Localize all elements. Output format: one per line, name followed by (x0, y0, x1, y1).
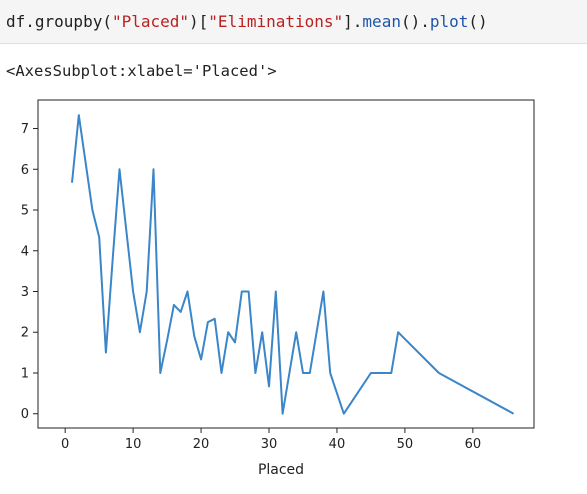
y-tick-label: 7 (21, 122, 29, 137)
y-tick-label: 0 (21, 407, 29, 422)
x-tick-label: 60 (465, 437, 482, 452)
x-tick-label: 50 (397, 437, 414, 452)
y-tick-label: 5 (21, 204, 29, 219)
code-token: mean (362, 12, 401, 31)
code-token: "Eliminations" (208, 12, 344, 31)
x-tick-label: 0 (61, 437, 69, 452)
x-tick-label: 20 (193, 437, 210, 452)
code-token: "Placed" (111, 12, 190, 31)
code-token: ]. (343, 12, 363, 31)
line-chart: 0 10 20 30 40 50 60 0 1 2 3 4 5 6 7 Placed (21, 99, 535, 478)
y-tick-label: 1 (21, 366, 29, 381)
y-tick-label: 2 (21, 326, 29, 341)
output-repr: <AxesSubplot:xlabel='Placed'> (6, 62, 277, 80)
x-axis-label: Placed (258, 462, 304, 478)
code-token: () (468, 12, 488, 31)
axis-ticks: 0 10 20 30 40 50 60 0 1 2 3 4 5 6 7 (21, 122, 481, 452)
code-cell[interactable]: df.groupby("Placed")["Eliminations"].mea… (0, 0, 587, 44)
y-tick-label: 4 (21, 244, 29, 259)
plot-area (38, 100, 534, 428)
code-token: df.groupby( (6, 12, 112, 31)
y-tick-label: 6 (21, 163, 29, 178)
code-token: )[ (189, 12, 209, 31)
series-line (71, 114, 515, 415)
y-tick-label: 3 (21, 285, 29, 300)
x-tick-label: 40 (329, 437, 346, 452)
x-tick-label: 30 (261, 437, 278, 452)
code-token: (). (400, 12, 430, 31)
code-token: plot (429, 12, 469, 31)
axes-frame (37, 99, 535, 429)
x-tick-label: 10 (125, 437, 142, 452)
